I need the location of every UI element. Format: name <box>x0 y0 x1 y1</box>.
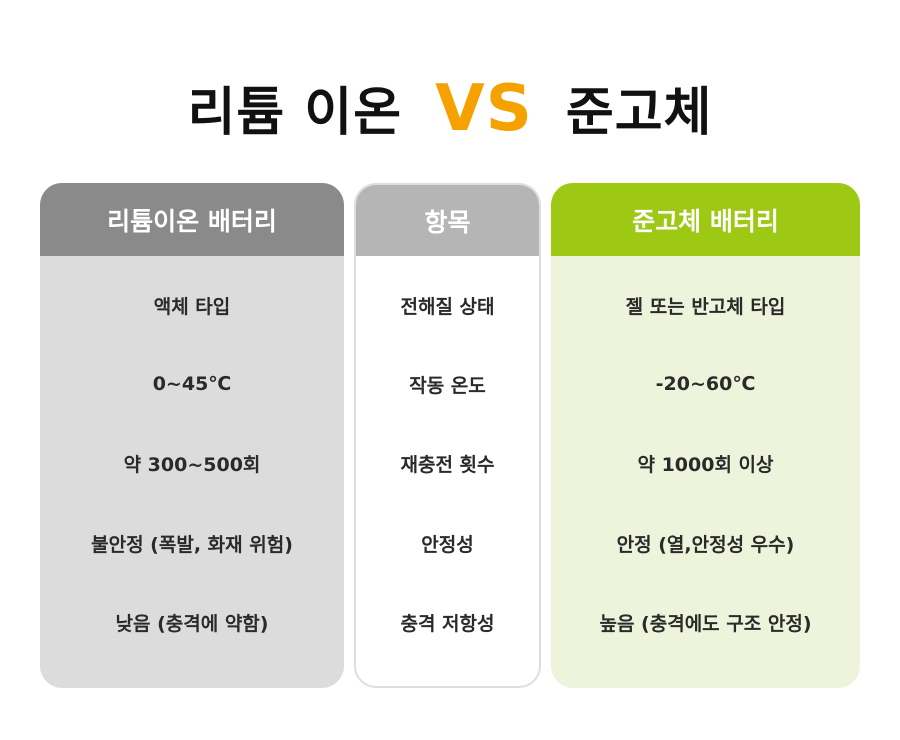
cell: 작동 온도 <box>409 374 486 397</box>
title-lithium-ion: 리튬 이온 <box>187 83 403 143</box>
lithium-ion-column: 리튬이온 배터리 액체 타입 0~45℃ 약 300~500회 불안정 (폭발,… <box>40 183 344 688</box>
cell: 높음 (충격에도 구조 안정) <box>599 612 812 635</box>
column-header: 항목 <box>356 185 539 256</box>
cell: -20~60℃ <box>655 373 756 395</box>
cell: 젤 또는 반고체 타입 <box>625 295 786 318</box>
title-vs: VS <box>435 72 533 146</box>
title-semi-solid: 준고체 <box>565 83 713 143</box>
cell: 낮음 (충격에 약함) <box>115 612 269 635</box>
semi-solid-column: 준고체 배터리 젤 또는 반고체 타입 -20~60℃ 약 1000회 이상 안… <box>551 183 860 688</box>
cell: 액체 타입 <box>153 295 231 318</box>
cell: 약 1000회 이상 <box>637 453 774 476</box>
cell: 재충전 횟수 <box>400 453 495 476</box>
cell: 약 300~500회 <box>123 453 261 476</box>
cell: 안정 (열,안정성 우수) <box>616 533 795 556</box>
page-title: 리튬 이온 VS 준고체 <box>0 70 900 146</box>
cell: 안정성 <box>421 533 474 556</box>
cell: 전해질 상태 <box>400 295 495 318</box>
cell: 0~45℃ <box>152 373 232 395</box>
cell: 충격 저항성 <box>400 612 495 635</box>
column-header: 준고체 배터리 <box>551 183 860 256</box>
category-column: 항목 전해질 상태 작동 온도 재충전 횟수 안정성 충격 저항성 <box>354 183 541 688</box>
cell: 불안정 (폭발, 화재 위험) <box>91 533 293 556</box>
column-header: 리튬이온 배터리 <box>40 183 344 256</box>
